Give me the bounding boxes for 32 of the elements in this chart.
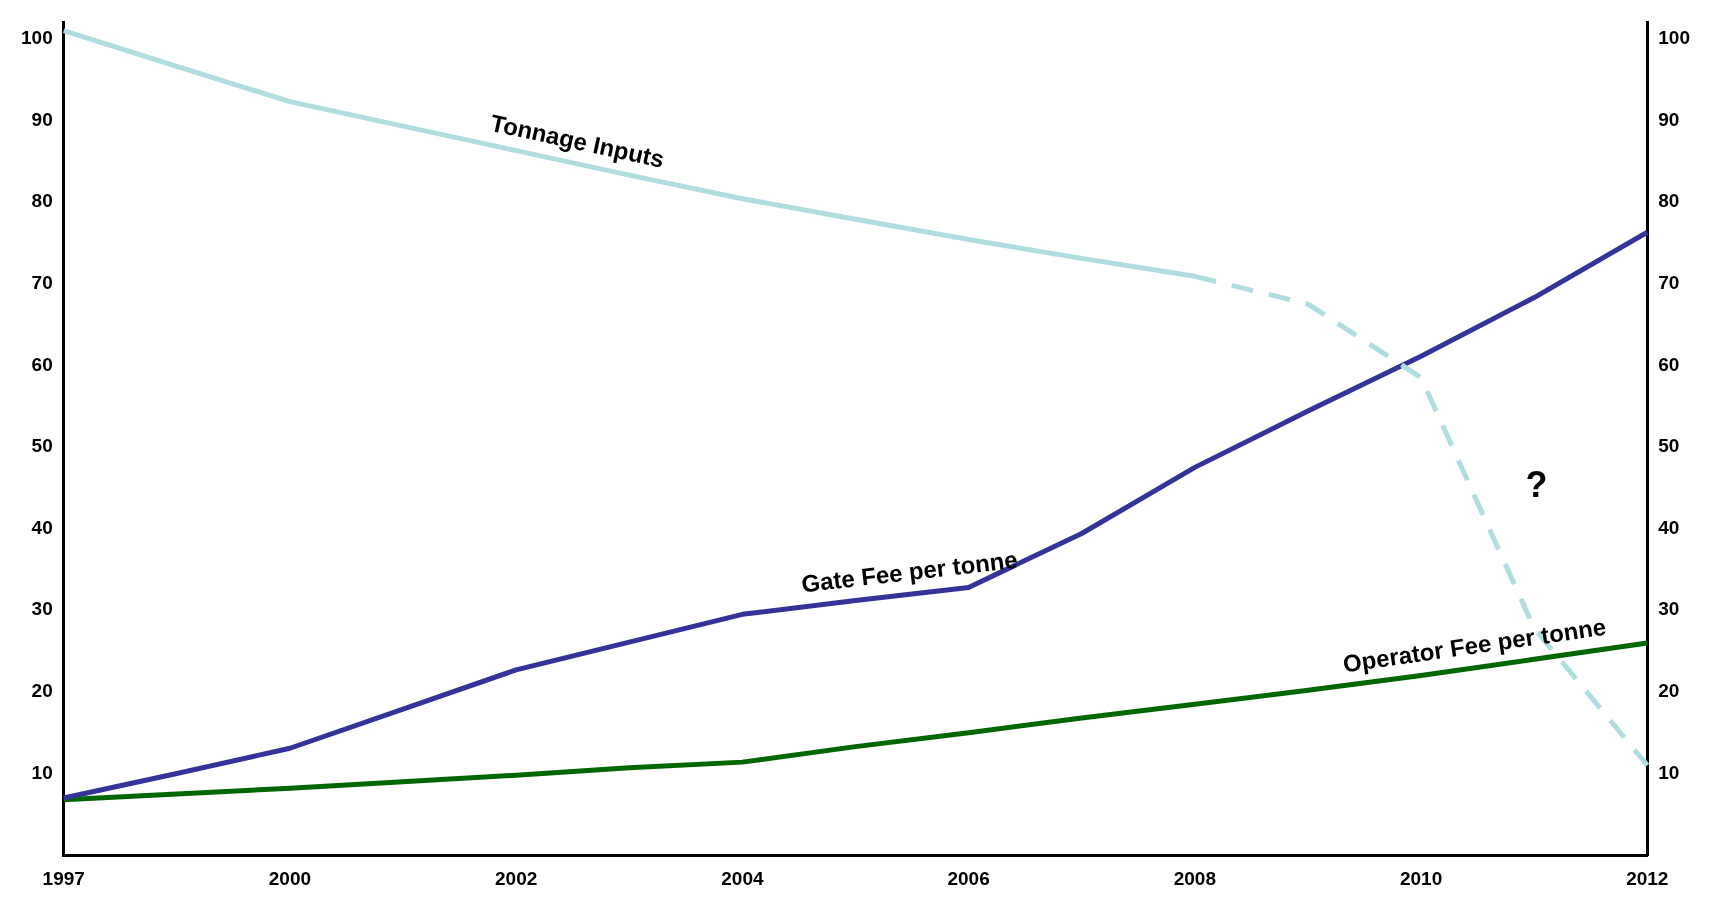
y-tick-label: 50	[31, 435, 53, 457]
y-tick-label: 100	[21, 26, 53, 48]
text: Gate Fee per tonne	[800, 545, 1019, 598]
x-tick-label: 2010	[1399, 867, 1443, 889]
y-tick-label: 70	[31, 271, 53, 293]
y2-tick-label: 50	[1658, 435, 1680, 457]
x-tick-label: 1997	[42, 867, 85, 889]
y-tick-label: 90	[31, 108, 53, 130]
y2-tick-label: 20	[1658, 680, 1680, 702]
y-tick-label: 30	[31, 598, 53, 620]
y-tick-label: 80	[31, 190, 53, 212]
x-tick-label: 2004	[721, 867, 764, 889]
x-tick-label: 2008	[1173, 867, 1216, 889]
y-tick-label: 10	[31, 761, 53, 783]
y-tick-label: 40	[31, 516, 53, 538]
text: Tonnage Inputs	[488, 108, 667, 173]
y-tick-label: 20	[31, 680, 53, 702]
y2-tick-label: 100	[1658, 26, 1690, 48]
y2-tick-label: 10	[1658, 761, 1680, 783]
y-tick-label: 60	[31, 353, 53, 375]
y2-tick-label: 30	[1658, 598, 1680, 620]
y2-tick-label: 40	[1658, 516, 1680, 538]
y2-tick-label: 90	[1658, 108, 1680, 130]
annotation: ?	[1525, 464, 1548, 506]
text: Operator Fee per tonne	[1341, 612, 1608, 678]
x-tick-label: 2006	[947, 867, 990, 889]
y2-tick-label: 60	[1658, 353, 1680, 375]
y2-tick-label: 80	[1658, 190, 1680, 212]
x-tick-label: 2002	[495, 867, 538, 889]
x-tick-label: 2000	[268, 867, 312, 889]
y2-tick-label: 70	[1658, 271, 1680, 293]
x-tick-label: 2012	[1626, 867, 1669, 889]
